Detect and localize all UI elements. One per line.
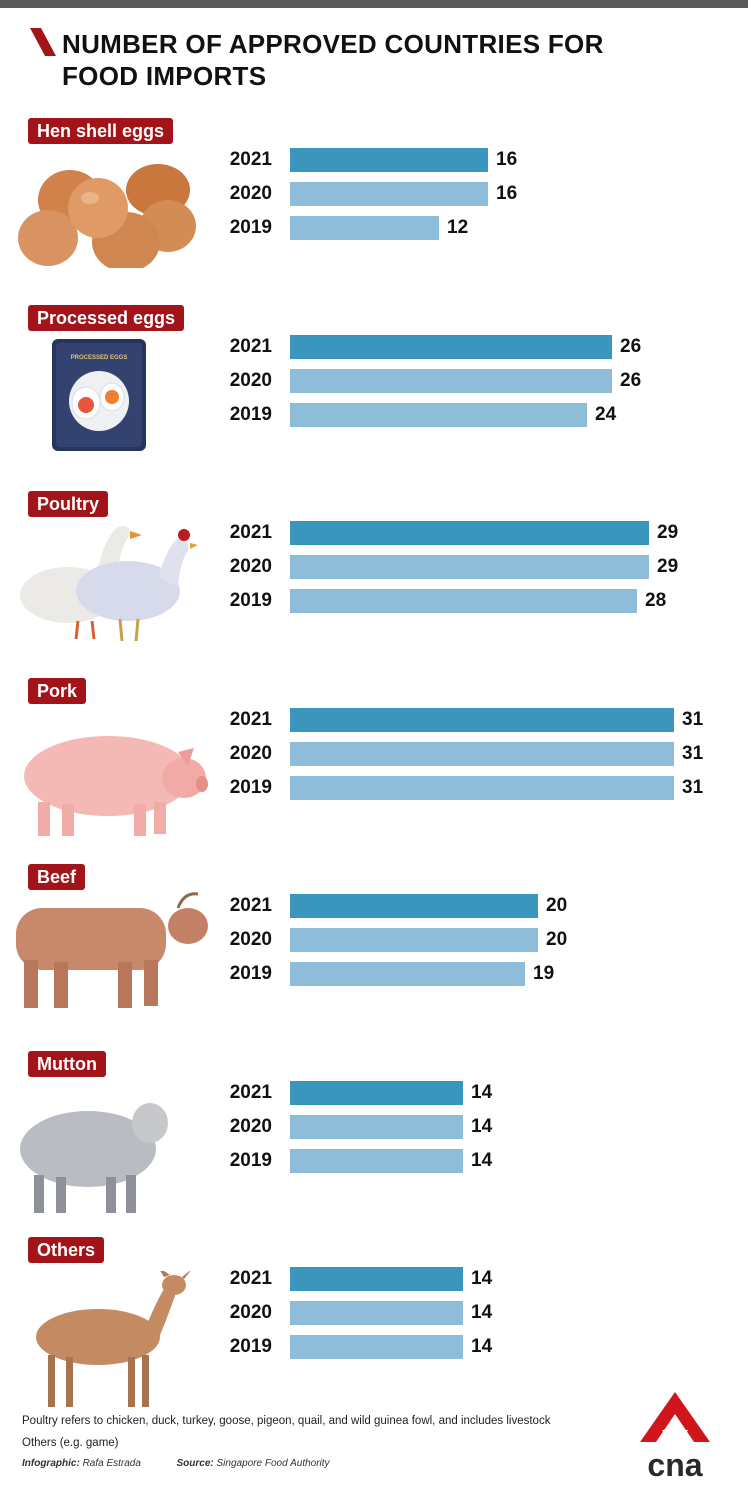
category-tag: Beef <box>28 864 86 890</box>
bar-2021 <box>290 521 649 545</box>
bar-2020 <box>290 1114 463 1139</box>
source-label: Source: <box>176 1458 214 1469</box>
year-label: 2020 <box>229 742 272 764</box>
bar-2019 <box>290 1335 463 1359</box>
pig-illustration <box>8 712 208 847</box>
chart-group: Poultry 2021 29 2020 29 2019 28 <box>0 491 748 677</box>
year-label: 2019 <box>229 1336 272 1357</box>
package-label: PROCESSED EGGS <box>71 355 128 361</box>
category-tag: Processed eggs <box>28 304 185 331</box>
sheep-illustration <box>8 1089 198 1224</box>
cow-illustration <box>8 886 208 1021</box>
value-label: 12 <box>447 217 469 238</box>
processed-eggs-pack-illustration: PROCESSED EGGS <box>8 335 198 460</box>
chart-group: Hen shell eggs 2021 16 2020 16 2019 12 <box>0 118 748 304</box>
value-label: 28 <box>645 590 667 611</box>
value-label: 20 <box>546 929 568 950</box>
year-label: 2019 <box>229 776 272 798</box>
value-label: 19 <box>533 963 555 984</box>
bar-2021 <box>290 707 674 732</box>
bar-2020 <box>290 928 538 952</box>
year-label: 2019 <box>229 403 272 425</box>
year-label: 2021 <box>229 895 272 916</box>
year-label: 2020 <box>229 929 272 950</box>
value-label: 29 <box>657 522 679 543</box>
year-label: 2021 <box>229 335 272 357</box>
value-label: 20 <box>546 895 568 916</box>
logo-text: cna <box>647 1447 702 1482</box>
source-name: Singapore Food Authority <box>216 1458 330 1469</box>
value-label: 16 <box>496 149 518 170</box>
footnote-others: Others (e.g. game) <box>22 1437 119 1449</box>
chart-group: Mutton 2021 14 2020 14 2019 14 <box>0 1050 748 1237</box>
poultry-illustration <box>8 517 198 652</box>
bar-2019 <box>290 1148 463 1173</box>
value-label: 29 <box>657 556 679 577</box>
bar-2019 <box>290 216 439 240</box>
bar-2019 <box>290 589 637 613</box>
year-label: 2019 <box>229 217 272 238</box>
value-label: 31 <box>682 708 704 730</box>
year-label: 2020 <box>229 1302 272 1323</box>
year-label: 2020 <box>229 556 272 577</box>
infographic-label: Infographic: <box>22 1458 80 1469</box>
value-label: 14 <box>471 1302 493 1323</box>
bar-2021 <box>290 1080 463 1105</box>
year-label: 2020 <box>229 183 272 204</box>
bar-2021 <box>290 894 538 918</box>
credits: Infographic: Rafa Estrada Source: Singap… <box>22 1458 330 1469</box>
value-label: 31 <box>682 742 704 764</box>
year-label: 2021 <box>229 149 272 170</box>
year-label: 2021 <box>229 522 272 543</box>
title-slash-icon <box>30 28 56 56</box>
cna-logo: cna <box>640 1392 710 1482</box>
bar-2020 <box>290 1301 463 1325</box>
year-label: 2020 <box>229 1115 272 1137</box>
value-label: 16 <box>496 183 518 204</box>
bar-2019 <box>290 962 525 986</box>
year-label: 2019 <box>229 1149 272 1171</box>
category-tag: Hen shell eggs <box>28 118 174 144</box>
bar-2019 <box>290 402 587 427</box>
footnote-poultry: Poultry refers to chicken, duck, turkey,… <box>22 1415 551 1427</box>
chart-group: Pork 2021 31 2020 31 2019 31 <box>0 677 748 864</box>
value-label: 14 <box>471 1268 493 1289</box>
bar-2020 <box>290 368 612 393</box>
bar-2020 <box>290 182 488 206</box>
value-label: 14 <box>471 1081 493 1103</box>
value-label: 26 <box>620 335 642 357</box>
bar-2021 <box>290 1267 463 1291</box>
top-bar <box>0 0 748 8</box>
value-label: 24 <box>595 403 617 425</box>
year-label: 2021 <box>229 1268 272 1289</box>
category-tag: Mutton <box>28 1050 106 1077</box>
category-tag: Others <box>28 1237 105 1263</box>
value-label: 14 <box>471 1336 493 1357</box>
year-label: 2021 <box>229 1081 272 1103</box>
year-label: 2019 <box>229 590 272 611</box>
infographic-name: Rafa Estrada <box>82 1458 141 1469</box>
chart-group: Beef 2021 20 2020 20 2019 19 <box>0 864 748 1050</box>
bar-2020 <box>290 555 649 579</box>
category-tag: Poultry <box>28 491 109 517</box>
bar-2021 <box>290 334 612 359</box>
bar-2021 <box>290 148 488 172</box>
page-title: NUMBER OF APPROVED COUNTRIES FOR FOOD IM… <box>62 29 604 91</box>
chart-group: Processed eggs PROCESSED EGGS 2021 26 2020 26… <box>0 304 748 491</box>
eggs-illustration <box>8 148 198 273</box>
value-label: 31 <box>682 776 704 798</box>
year-label: 2019 <box>229 963 272 984</box>
value-label: 14 <box>471 1149 493 1171</box>
bar-2020 <box>290 741 674 766</box>
deer-illustration <box>8 1267 198 1416</box>
chart-group: Others 2021 14 2020 14 2019 14 <box>0 1237 748 1423</box>
category-tag: Pork <box>28 677 87 704</box>
bar-2019 <box>290 775 674 800</box>
year-label: 2020 <box>229 369 272 391</box>
value-label: 26 <box>620 369 642 391</box>
value-label: 14 <box>471 1115 493 1137</box>
year-label: 2021 <box>229 708 272 730</box>
